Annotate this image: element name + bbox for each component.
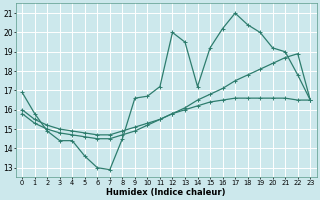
X-axis label: Humidex (Indice chaleur): Humidex (Indice chaleur) (107, 188, 226, 197)
